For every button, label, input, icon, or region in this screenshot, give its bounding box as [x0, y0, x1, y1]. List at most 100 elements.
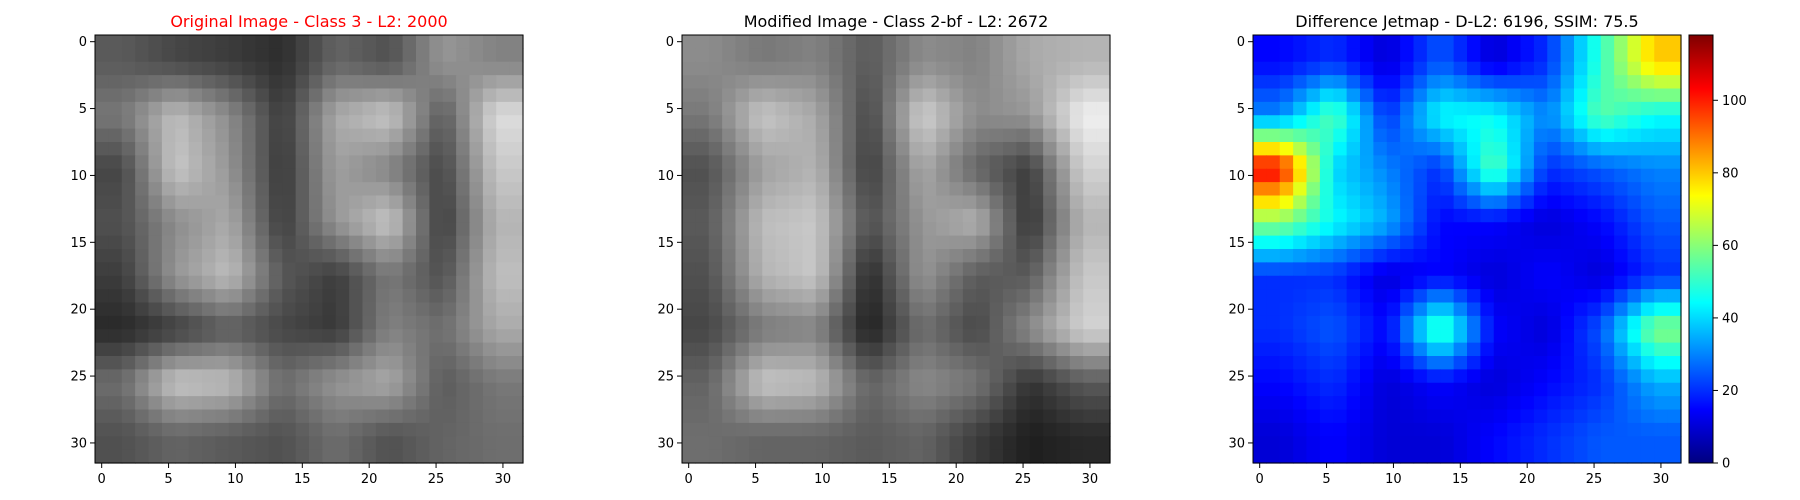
pixel-cell	[1386, 262, 1401, 277]
pixel-cell	[429, 356, 444, 370]
pixel-cell	[695, 369, 710, 384]
pixel-cell	[1480, 342, 1495, 357]
pixel-cell	[95, 382, 109, 397]
pixel-cell	[1083, 48, 1098, 63]
pixel-cell	[1667, 48, 1682, 63]
pixel-cell	[242, 289, 257, 304]
pixel-cell	[1333, 35, 1348, 49]
pixel-cell	[215, 48, 230, 63]
pixel-cell	[695, 75, 710, 90]
pixel-cell	[309, 422, 323, 437]
pixel-cell	[469, 422, 484, 437]
pixel-cell	[1533, 289, 1548, 304]
pixel-cell	[1333, 449, 1348, 464]
pixel-cell	[295, 249, 310, 263]
pixel-cell	[1426, 101, 1441, 116]
pixel-cell	[1667, 422, 1682, 437]
pixel-cell	[282, 182, 297, 197]
pixel-cell	[1547, 315, 1562, 330]
pixel-cell	[255, 449, 270, 464]
y-tick-label: 20	[70, 303, 87, 318]
y-tick-label: 30	[1228, 436, 1245, 451]
pixel-cell	[695, 396, 710, 411]
pixel-cell	[161, 155, 176, 170]
pixel-cell	[762, 195, 777, 210]
pixel-cell	[1413, 75, 1428, 90]
pixel-cell	[922, 342, 937, 357]
pixel-cell	[802, 342, 817, 357]
pixel-cell	[1574, 168, 1588, 183]
pixel-cell	[1480, 35, 1495, 49]
pixel-cell	[1574, 182, 1588, 197]
pixel-cell	[775, 382, 790, 397]
pixel-cell	[1333, 142, 1348, 156]
pixel-cell	[1667, 396, 1682, 411]
pixel-cell	[1319, 61, 1334, 76]
pixel-cell	[362, 302, 377, 317]
pixel-cell	[268, 409, 283, 424]
pixel-cell	[722, 396, 737, 411]
pixel-cell	[1346, 128, 1361, 143]
pixel-cell	[989, 48, 1004, 63]
pixel-cell	[909, 449, 924, 464]
pixel-cell	[1003, 275, 1017, 290]
pixel-cell	[1306, 168, 1321, 183]
pixel-cell	[802, 88, 817, 103]
pixel-cell	[896, 315, 910, 330]
pixel-cell	[762, 342, 777, 357]
pixel-cell	[1003, 382, 1017, 397]
pixel-cell	[268, 208, 283, 223]
pixel-cell	[1096, 329, 1111, 344]
pixel-cell	[416, 449, 430, 464]
pixel-cell	[1574, 449, 1588, 464]
pixel-cell	[496, 369, 511, 384]
pixel-cell	[1440, 35, 1455, 49]
pixel-cell	[1440, 168, 1455, 183]
pixel-cell	[1654, 436, 1669, 451]
pixel-cell	[922, 155, 937, 170]
pixel-cell	[1333, 88, 1348, 103]
pixel-cell	[322, 356, 337, 370]
pixel-cell	[335, 329, 350, 344]
pixel-cell	[1043, 155, 1058, 170]
pixel-cell	[1400, 235, 1415, 250]
pixel-cell	[1440, 155, 1455, 170]
pixel-cell	[1627, 142, 1642, 156]
pixel-cell	[775, 302, 790, 317]
pixel-cell	[496, 128, 511, 143]
pixel-cell	[95, 168, 109, 183]
pixel-cell	[1253, 195, 1267, 210]
pixel-cell	[1587, 48, 1602, 63]
pixel-cell	[829, 302, 844, 317]
pixel-cell	[282, 195, 297, 210]
pixel-cell	[815, 88, 830, 103]
pixel-cell	[1453, 128, 1468, 143]
pixel-cell	[295, 356, 310, 370]
pixel-cell	[855, 75, 870, 90]
pixel-cell	[362, 235, 377, 250]
pixel-cell	[148, 422, 163, 437]
pixel-cell	[1440, 235, 1455, 250]
pixel-cell	[1319, 222, 1334, 237]
pixel-cell	[695, 182, 710, 197]
pixel-cell	[255, 289, 270, 304]
pixel-cell	[1413, 262, 1428, 277]
pixel-cell	[442, 168, 457, 183]
pixel-cell	[869, 315, 884, 330]
pixel-cell	[135, 396, 150, 411]
pixel-cell	[509, 396, 524, 411]
pixel-cell	[1453, 101, 1468, 116]
pixel-cell	[962, 155, 977, 170]
pixel-cell	[402, 142, 417, 156]
pixel-cell	[1056, 168, 1071, 183]
pixel-cell	[282, 329, 297, 344]
pixel-cell	[509, 342, 524, 357]
pixel-cell	[202, 315, 216, 330]
pixel-cell	[268, 75, 283, 90]
pixel-cell	[1667, 208, 1682, 223]
pixel-cell	[1640, 382, 1655, 397]
pixel-cell	[1346, 302, 1361, 317]
pixel-cell	[1266, 88, 1281, 103]
modified-image-pixels	[682, 35, 1111, 464]
pixel-cell	[416, 436, 430, 451]
